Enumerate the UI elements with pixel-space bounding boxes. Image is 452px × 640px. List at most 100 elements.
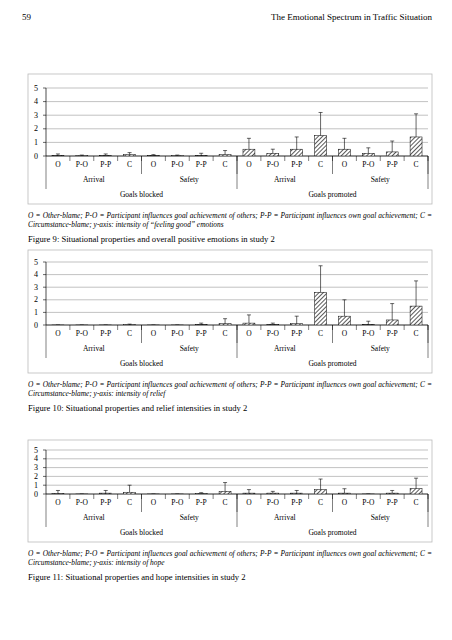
figure-note: O = Other-blame; P-O = Participant influ… (28, 549, 432, 567)
category-divider (213, 494, 214, 499)
bar (291, 324, 303, 325)
tick-mark (43, 88, 46, 89)
error-cap (414, 280, 418, 281)
x-tick-label: P-P (196, 329, 207, 338)
tick-mark (43, 262, 46, 263)
bar (171, 155, 183, 156)
x-tick-label: C (318, 160, 323, 169)
bar (124, 324, 136, 325)
error-bar (199, 153, 203, 155)
group-divider (332, 325, 333, 343)
x-group-label: Arrival (83, 175, 105, 184)
error-bar (56, 325, 60, 326)
x-tick-label: C (127, 329, 132, 338)
grid-line (46, 450, 428, 451)
error-stem (57, 490, 58, 493)
bar (338, 149, 350, 156)
error-bar (295, 316, 299, 324)
error-bar (342, 489, 346, 493)
x-group-label: Arrival (274, 513, 296, 522)
y-tick-label: 1 (34, 308, 38, 317)
error-cap (247, 314, 251, 315)
y-tick-label: 2 (34, 124, 38, 133)
x-tick-label: O (151, 160, 157, 169)
grid-line (46, 476, 428, 477)
x-tick-label: O (55, 160, 61, 169)
error-bar (271, 149, 275, 153)
error-cap (247, 489, 251, 490)
x-group-label: Safety (180, 513, 199, 522)
category-divider (404, 494, 405, 499)
category-divider (117, 325, 118, 330)
x-tick-label: P-P (196, 498, 207, 507)
bar (410, 306, 422, 325)
error-bar (366, 321, 370, 324)
tick-mark (43, 467, 46, 468)
x-group-label: Arrival (274, 344, 296, 353)
x-group-label: Safety (180, 175, 199, 184)
figure-caption: Figure 11: Situational properties and ho… (28, 572, 432, 582)
marks (52, 478, 422, 494)
error-cap (342, 138, 346, 139)
error-stem (248, 315, 249, 323)
grid-line (46, 287, 428, 288)
running-head: The Emotional Spectrum in Traffic Situat… (271, 12, 433, 22)
error-cap (56, 490, 60, 491)
error-stem (296, 490, 297, 493)
bar (147, 155, 159, 156)
bar (291, 149, 303, 156)
y-axis (46, 88, 47, 156)
x-tick-label: C (127, 160, 132, 169)
bar (386, 320, 398, 325)
tick-mark (43, 287, 46, 288)
category-divider (93, 325, 94, 330)
y-tick-label: 3 (34, 283, 38, 292)
chart-frame (28, 74, 432, 204)
error-stem (105, 490, 106, 493)
x-tick-label: P-P (387, 498, 398, 507)
error-bar (319, 479, 323, 490)
bar (195, 324, 207, 325)
error-bar (247, 490, 251, 494)
bar (147, 494, 159, 495)
figure-note: O = Other-blame; P-O = Participant influ… (28, 211, 432, 229)
grid-line (46, 458, 428, 459)
group-divider (141, 156, 142, 174)
y-tick-label: 0 (34, 490, 38, 499)
error-bar (128, 485, 132, 492)
x-tick-label: P-O (76, 160, 89, 169)
error-bar (271, 491, 275, 493)
x-tick-label: P-O (76, 498, 89, 507)
y-tick-label: 5 (34, 258, 38, 267)
category-divider (308, 494, 309, 499)
tick-mark (43, 450, 46, 451)
x-tick-label: P-P (196, 160, 207, 169)
grid-line (46, 101, 428, 102)
bar (243, 149, 255, 156)
tick-mark (43, 325, 46, 326)
x-tick-label: O (246, 498, 252, 507)
error-stem (320, 266, 321, 292)
y-tick-label: 1 (34, 481, 38, 490)
bar (315, 292, 327, 325)
error-bar (199, 492, 203, 494)
y-tick-label: 4 (34, 270, 38, 279)
figure-caption: Figure 10: Situational properties and re… (28, 403, 432, 413)
x-group-label: Safety (180, 344, 199, 353)
bar (147, 325, 159, 326)
error-cap (128, 152, 132, 153)
bar (52, 155, 64, 156)
y-tick-label: 0 (34, 152, 38, 161)
x-tick-label: O (342, 160, 348, 169)
bar (171, 494, 183, 495)
error-cap (271, 491, 275, 492)
x-tick-label: P-O (267, 160, 280, 169)
error-bar (151, 325, 155, 326)
error-stem (248, 138, 249, 149)
bar (100, 325, 112, 326)
category-divider (356, 494, 357, 499)
x-tick-label: P-P (100, 160, 111, 169)
chart: 012345OP-OP-PCOP-OP-PCOP-OP-PCOP-OP-PCAr… (28, 74, 432, 204)
category-divider (284, 156, 285, 161)
error-cap (295, 316, 299, 317)
